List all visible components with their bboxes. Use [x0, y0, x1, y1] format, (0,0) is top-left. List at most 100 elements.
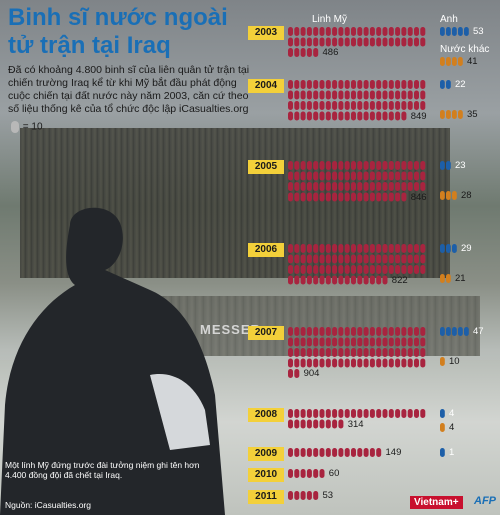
us-icon-2005 [376, 171, 382, 181]
us-icon-2008 [369, 409, 375, 418]
us-icon-2004 [344, 101, 350, 110]
us-icon-2007 [401, 358, 407, 368]
us-icon-2006 [357, 265, 363, 274]
us-icon-2003 [357, 27, 363, 36]
us-icon-2006 [401, 244, 407, 253]
source-note: Nguồn: iCasualties.org [5, 500, 91, 510]
us-icon-2004 [332, 111, 338, 121]
other-icon-2003 [458, 57, 463, 66]
us-icon-2005 [351, 192, 356, 202]
us-icon-2006 [319, 244, 325, 253]
us-icon-2008 [388, 409, 394, 418]
us-icon-2008 [414, 409, 419, 418]
us-icon-2004 [395, 111, 401, 121]
us-icon-2007 [319, 327, 325, 336]
uk-icon-2007 [440, 327, 445, 336]
us-icon-2007 [376, 348, 382, 357]
us-icon-2006 [294, 265, 300, 274]
us-icon-2006 [319, 265, 325, 274]
us-icon-2007 [325, 348, 331, 357]
us-icon-2007 [338, 348, 344, 357]
us-icon-2003 [306, 27, 312, 36]
us-icon-2006 [344, 265, 350, 274]
uk-value-2009: 1 [449, 447, 455, 458]
uk-icon-2004 [440, 80, 445, 89]
us-icon-2007 [388, 337, 394, 347]
us-icon-2003 [294, 27, 300, 36]
us-icon-2007 [414, 348, 419, 357]
us-icon-2005 [407, 161, 413, 170]
us-icon-2005 [332, 182, 338, 191]
us-icon-2003 [376, 37, 382, 47]
us-icon-2006 [395, 254, 401, 264]
us-icon-2005 [294, 171, 300, 181]
us-icon-2005 [401, 171, 407, 181]
us-icon-2003 [313, 27, 319, 36]
us-icon-2004 [388, 101, 394, 110]
us-icon-2007 [332, 348, 338, 357]
us-icon-2008 [294, 419, 300, 429]
us-icon-2003 [325, 27, 331, 36]
us-icon-2006 [300, 265, 306, 274]
us-icon-2005 [414, 182, 419, 191]
us-icon-2007 [369, 327, 375, 336]
uk-value-2003: 53 [473, 26, 484, 37]
us-icon-2009 [294, 448, 300, 457]
uk-icon-2007 [452, 327, 457, 336]
us-icon-2007 [306, 327, 312, 336]
us-icon-2006 [363, 254, 369, 264]
us-icon-2005 [325, 192, 331, 202]
us-icon-2008 [319, 419, 325, 429]
us-icon-2005 [344, 192, 350, 202]
uk-value-2007: 47 [473, 326, 484, 337]
us-icon-2004 [344, 80, 350, 89]
us-icon-2003 [300, 37, 306, 47]
us-icon-2008 [306, 419, 312, 429]
us-icon-2004 [351, 80, 356, 89]
us-icon-2004 [401, 101, 407, 110]
us-icon-2006 [401, 254, 407, 264]
us-icon-2005 [288, 192, 293, 202]
us-icon-2004 [420, 80, 426, 89]
us-icon-2004 [407, 90, 413, 100]
us-icon-2005 [363, 171, 369, 181]
us-icon-2007 [382, 327, 388, 336]
us-icon-2007 [401, 337, 407, 347]
us-icon-2008 [313, 409, 319, 418]
us-icon-2005 [325, 182, 331, 191]
us-icon-2005 [325, 171, 331, 181]
us-icon-2006 [369, 275, 375, 285]
us-icon-2004 [407, 80, 413, 89]
other-icon-2007 [440, 357, 445, 366]
us-icon-2008 [288, 419, 293, 429]
afp-logo: AFP [474, 495, 496, 507]
us-icon-2007 [395, 327, 401, 336]
us-icon-2006 [313, 244, 319, 253]
uk-icon-2003 [458, 27, 463, 36]
us-icon-2004 [351, 101, 356, 110]
us-icon-2007 [344, 337, 350, 347]
us-icon-2005 [306, 192, 312, 202]
us-icon-2003 [388, 37, 394, 47]
us-icon-2003 [338, 27, 344, 36]
us-icon-2004 [401, 111, 407, 121]
us-icon-2004 [332, 90, 338, 100]
year-label-2009: 2009 [248, 447, 284, 461]
us-icon-2005 [313, 192, 319, 202]
us-icon-2003 [332, 27, 338, 36]
us-icon-2007 [288, 358, 293, 368]
us-icon-2005 [395, 182, 401, 191]
us-icon-2007 [332, 358, 338, 368]
us-icon-2005 [294, 192, 300, 202]
us-icon-2007 [294, 327, 300, 336]
us-icon-2005 [300, 192, 306, 202]
us-icon-2005 [288, 161, 293, 170]
us-icon-2003 [407, 37, 413, 47]
us-icon-2006 [388, 254, 394, 264]
uk-icon-2008 [440, 409, 445, 418]
us-icon-2005 [288, 171, 293, 181]
us-icon-2005 [351, 171, 356, 181]
us-icon-2004 [294, 90, 300, 100]
soldier-silhouette [0, 207, 225, 515]
